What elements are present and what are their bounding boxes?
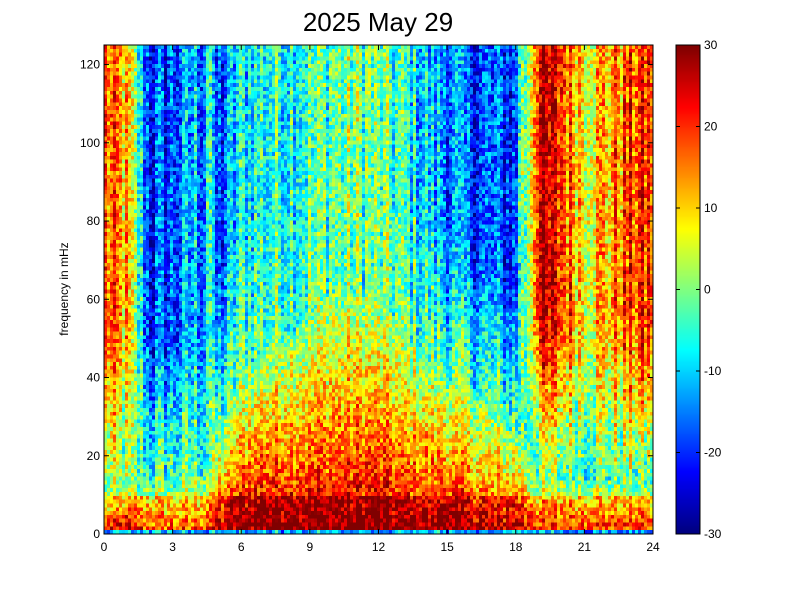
x-tick-label: 15 xyxy=(440,540,454,554)
x-tick-label: 6 xyxy=(238,540,245,554)
x-tick-label: 18 xyxy=(509,540,523,554)
y-tick-label: 60 xyxy=(87,292,101,306)
colorbar-tick-label: 10 xyxy=(704,201,718,215)
x-tick-label: 0 xyxy=(101,540,108,554)
y-tick-label: 100 xyxy=(80,136,100,150)
y-tick-label: 20 xyxy=(87,449,101,463)
y-tick-label: 120 xyxy=(80,58,100,72)
colorbar-axis: -30 -20 -10 0 10 20 30 xyxy=(676,38,722,541)
x-tick-label: 21 xyxy=(578,540,592,554)
x-tick-label: 12 xyxy=(372,540,386,554)
y-axis: 0 20 40 60 80 100 120 xyxy=(80,58,653,541)
colorbar-tick-label: 0 xyxy=(704,283,711,297)
y-tick-label: 40 xyxy=(87,371,101,385)
colorbar-tick-label: 30 xyxy=(704,38,718,52)
y-tick-label: 80 xyxy=(87,214,101,228)
x-tick-label: 24 xyxy=(646,540,660,554)
chart-title: 2025 May 29 xyxy=(303,7,453,37)
y-axis-label: frequency in mHz xyxy=(57,242,71,335)
x-tick-label: 3 xyxy=(169,540,176,554)
x-tick-label: 9 xyxy=(307,540,314,554)
colorbar-tick-label: 20 xyxy=(704,120,718,134)
colorbar-tick-label: -20 xyxy=(704,446,722,460)
x-axis: 0 3 6 9 12 15 18 21 24 xyxy=(101,45,660,554)
spectrogram-heatmap xyxy=(104,45,653,534)
colorbar-tick-label: -10 xyxy=(704,364,722,378)
colorbar-tick-label: -30 xyxy=(704,527,722,541)
y-tick-label: 0 xyxy=(93,527,100,541)
